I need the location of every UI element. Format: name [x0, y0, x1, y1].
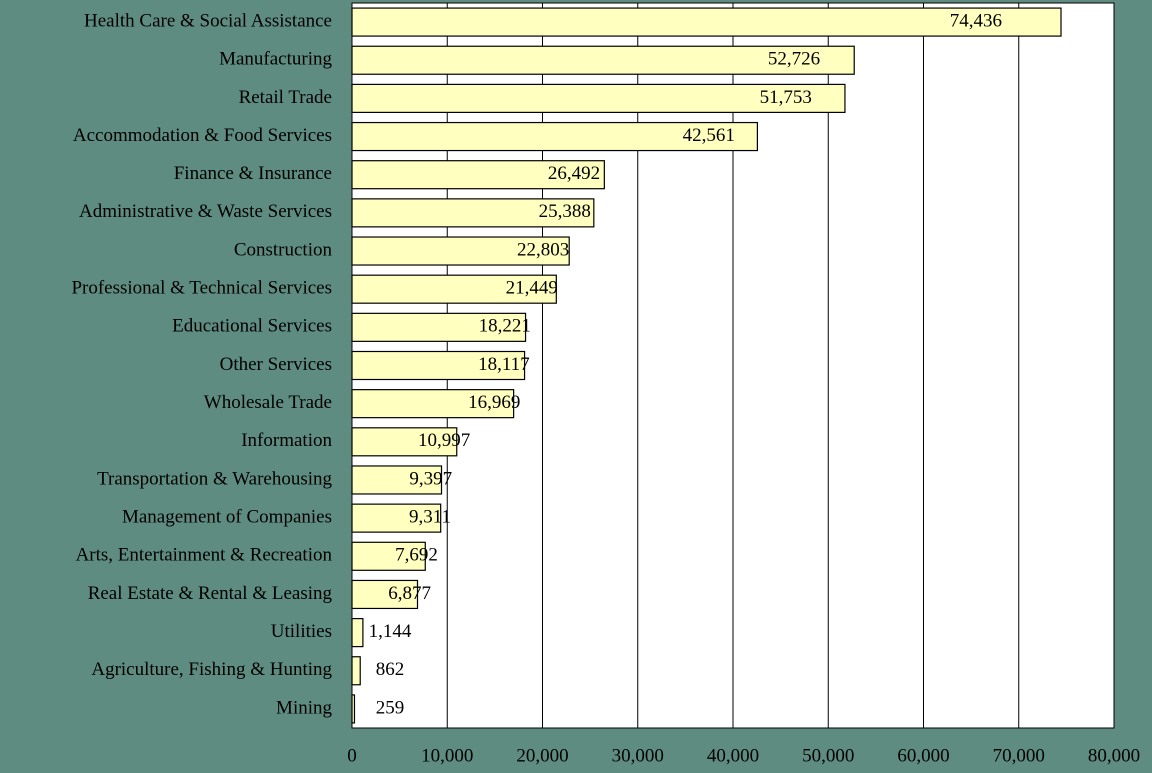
value-label: 18,221 — [479, 316, 531, 337]
bar — [351, 121, 758, 152]
value-label: 1,144 — [369, 621, 412, 642]
y-tick-label: Agriculture, Fishing & Hunting — [91, 659, 332, 680]
x-tick-label: 70,000 — [993, 745, 1045, 766]
bar — [351, 236, 570, 266]
y-tick-label: Transportation & Warehousing — [97, 468, 332, 489]
y-tick-label: Health Care & Social Assistance — [84, 10, 332, 31]
bar — [351, 389, 515, 419]
bar — [351, 45, 855, 75]
bar — [351, 312, 527, 342]
value-label: 25,388 — [539, 201, 591, 222]
value-label: 52,726 — [768, 49, 820, 70]
bar — [351, 274, 557, 304]
x-tick-label: 40,000 — [707, 745, 759, 766]
bar — [351, 618, 364, 648]
y-tick-label: Real Estate & Rental & Leasing — [88, 583, 333, 604]
value-label: 9,397 — [409, 468, 452, 489]
y-tick-label: Educational Services — [172, 316, 332, 337]
x-tick-label: 80,000 — [1088, 745, 1140, 766]
bar — [351, 579, 419, 610]
value-label: 7,692 — [395, 545, 438, 566]
value-label: 26,492 — [548, 163, 600, 184]
bar — [351, 465, 443, 495]
value-label: 9,311 — [409, 506, 451, 527]
bar — [351, 427, 458, 457]
bar — [351, 7, 1062, 37]
value-label: 6,877 — [388, 583, 431, 604]
y-tick-label: Administrative & Waste Services — [79, 201, 332, 222]
x-tick-label: 10,000 — [421, 745, 473, 766]
x-tick-label: 30,000 — [612, 745, 664, 766]
value-label: 21,449 — [506, 278, 558, 299]
x-tick-label: 50,000 — [802, 745, 854, 766]
value-label: 18,117 — [478, 354, 530, 375]
y-tick-label: Management of Companies — [122, 506, 332, 527]
y-tick-label: Construction — [234, 239, 333, 260]
y-tick-label: Retail Trade — [239, 87, 332, 108]
value-label: 259 — [376, 697, 405, 718]
bar — [351, 83, 846, 113]
bar — [351, 160, 605, 190]
y-tick-label: Manufacturing — [219, 49, 332, 70]
y-tick-label: Utilities — [271, 621, 332, 642]
y-tick-label: Accommodation & Food Services — [73, 125, 332, 146]
y-tick-label: Mining — [276, 697, 332, 718]
value-label: 862 — [376, 659, 405, 680]
x-tick-label: 20,000 — [516, 745, 568, 766]
x-tick-label: 0 — [347, 745, 357, 766]
bar — [351, 350, 526, 381]
bar — [351, 198, 595, 228]
bar — [351, 656, 361, 686]
value-label: 22,803 — [517, 239, 569, 260]
x-tick-label: 60,000 — [897, 745, 949, 766]
value-label: 10,997 — [418, 430, 470, 451]
value-label: 42,561 — [683, 125, 735, 146]
value-label: 51,753 — [760, 87, 812, 108]
value-label: 74,436 — [950, 10, 1002, 31]
y-tick-label: Arts, Entertainment & Recreation — [76, 545, 333, 566]
y-tick-label: Wholesale Trade — [204, 392, 332, 413]
y-tick-label: Finance & Insurance — [174, 163, 332, 184]
y-tick-label: Professional & Technical Services — [71, 278, 332, 299]
bar — [351, 541, 426, 571]
y-tick-label: Information — [241, 430, 332, 451]
bar — [351, 694, 356, 724]
value-label: 16,969 — [468, 392, 520, 413]
y-tick-label: Other Services — [220, 354, 332, 375]
bar — [351, 503, 442, 533]
